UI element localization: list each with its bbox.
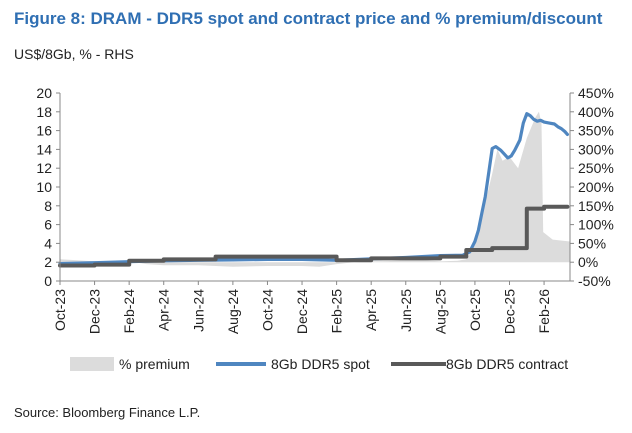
x-tick-label: Dec-25 bbox=[501, 289, 517, 334]
x-tick-label: Jun-25 bbox=[398, 289, 414, 332]
y2-tick-label: 250% bbox=[578, 160, 614, 176]
contract-price-line bbox=[58, 204, 570, 268]
y2-tick-label: 350% bbox=[578, 123, 614, 139]
legend-swatch-premium bbox=[70, 357, 114, 371]
x-tick-label: Feb-26 bbox=[536, 289, 552, 334]
y2-tick-label: 50% bbox=[578, 235, 606, 251]
x-tick-label: Oct-24 bbox=[259, 289, 275, 331]
y2-tick-label: 0% bbox=[578, 254, 598, 270]
y-tick-label: 0 bbox=[44, 273, 52, 289]
y2-tick-label: -50% bbox=[578, 273, 611, 289]
x-tick-label: Oct-25 bbox=[467, 289, 483, 331]
y-tick-label: 20 bbox=[36, 85, 52, 101]
x-tick-label: Feb-25 bbox=[329, 289, 345, 334]
x-tick-label: Oct-23 bbox=[52, 289, 68, 331]
legend: % premium 8Gb DDR5 spot 8Gb DDR5 contract bbox=[70, 356, 568, 372]
y2-tick-label: 400% bbox=[578, 104, 614, 120]
legend-label: 8Gb DDR5 contract bbox=[446, 356, 568, 372]
legend-label: % premium bbox=[119, 356, 190, 372]
y-tick-label: 18 bbox=[36, 104, 52, 120]
y-tick-label: 16 bbox=[36, 123, 52, 139]
chart-subtitle: US$/8Gb, % - RHS bbox=[14, 46, 134, 62]
source-note: Source: Bloomberg Finance L.P. bbox=[14, 405, 201, 420]
y2-tick-label: 200% bbox=[578, 179, 614, 195]
y-tick-label: 4 bbox=[44, 235, 52, 251]
y-tick-label: 6 bbox=[44, 217, 52, 233]
premium-area bbox=[60, 111, 570, 267]
x-tick-label: Jun-24 bbox=[190, 289, 206, 332]
chart-title: Figure 8: DRAM - DDR5 spot and contract … bbox=[14, 9, 603, 28]
legend-label: 8Gb DDR5 spot bbox=[271, 356, 370, 372]
x-tick-label: Aug-25 bbox=[432, 289, 448, 334]
x-tick-label: Dec-24 bbox=[294, 289, 310, 334]
y2-tick-label: 100% bbox=[578, 217, 614, 233]
y-tick-label: 2 bbox=[44, 254, 52, 270]
y-tick-label: 14 bbox=[36, 141, 52, 157]
y-tick-label: 12 bbox=[36, 160, 52, 176]
x-tick-label: Aug-24 bbox=[225, 289, 241, 334]
x-tick-label: Dec-23 bbox=[87, 289, 103, 334]
y2-tick-label: 300% bbox=[578, 141, 614, 157]
x-tick-label: Apr-24 bbox=[156, 289, 172, 331]
y-tick-label: 10 bbox=[36, 179, 52, 195]
y-tick-label: 8 bbox=[44, 198, 52, 214]
y2-tick-label: 150% bbox=[578, 198, 614, 214]
plot-area bbox=[58, 111, 570, 268]
y2-tick-label: 450% bbox=[578, 85, 614, 101]
x-tick-label: Apr-25 bbox=[363, 289, 379, 331]
x-tick-label: Feb-24 bbox=[121, 289, 137, 334]
axes: 0 2 4 6 8 10 12 14 16 18 20 -50% 0% 50% 100% 150% 200% 25… bbox=[36, 85, 613, 334]
spot-price-line bbox=[58, 112, 570, 266]
